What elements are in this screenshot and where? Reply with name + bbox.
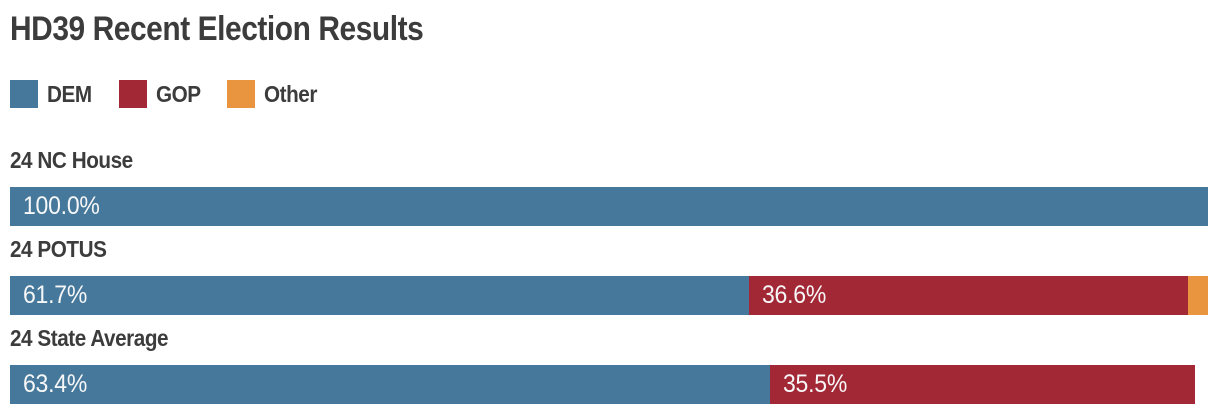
legend-item-other: Other xyxy=(227,80,323,108)
bar-segment-dem: 63.4% xyxy=(10,365,770,404)
bar-segment-gop: 35.5% xyxy=(769,365,1195,404)
bar-value-label: 61.7% xyxy=(23,281,88,309)
bar-value-label: 63.4% xyxy=(23,370,88,398)
bar-segment-dem: 61.7% xyxy=(10,276,750,315)
dem-color-swatch xyxy=(10,80,38,108)
bar-value-label: 35.5% xyxy=(782,370,847,398)
legend-label-gop-text: GOP xyxy=(155,80,201,107)
other-color-swatch xyxy=(227,80,256,108)
page-title: HD39 Recent Election Results xyxy=(10,12,1208,46)
bar-row-label: 24 NC House xyxy=(10,148,1208,172)
bar-track: 61.7% 36.6% xyxy=(10,276,1208,315)
bar-value-label: 100.0% xyxy=(23,192,100,220)
bar-row-label-text: 24 State Average xyxy=(10,325,169,351)
legend-item-gop: GOP xyxy=(118,80,206,108)
legend-label-gop: GOP xyxy=(156,81,206,108)
bar-row-label-text: 24 POTUS xyxy=(10,236,107,262)
bar-row-label: 24 State Average xyxy=(10,326,1208,350)
chart-legend: DEM GOP Other xyxy=(10,80,1208,108)
bar-segment-gop: 36.6% xyxy=(749,276,1188,315)
bar-row-label: 24 POTUS xyxy=(10,237,1208,261)
legend-label-dem: DEM xyxy=(47,81,97,108)
legend-item-dem: DEM xyxy=(10,80,97,108)
legend-label-dem-text: DEM xyxy=(47,80,92,107)
bar-segment-dem: 100.0% xyxy=(10,187,1208,226)
legend-label-other: Other xyxy=(264,81,323,108)
bar-track: 100.0% xyxy=(10,187,1208,226)
bar-chart: 24 NC House 100.0% 24 POTUS 61.7% 36.6% 24 St… xyxy=(10,148,1208,404)
bar-segment-other xyxy=(1187,276,1208,315)
page-title-text: HD39 Recent Election Results xyxy=(10,10,424,48)
bar-track: 63.4% 35.5% xyxy=(10,365,1208,404)
bar-row-label-text: 24 NC House xyxy=(10,147,133,173)
gop-color-swatch xyxy=(118,80,147,108)
legend-label-other-text: Other xyxy=(264,80,318,107)
bar-value-label: 36.6% xyxy=(762,281,827,309)
